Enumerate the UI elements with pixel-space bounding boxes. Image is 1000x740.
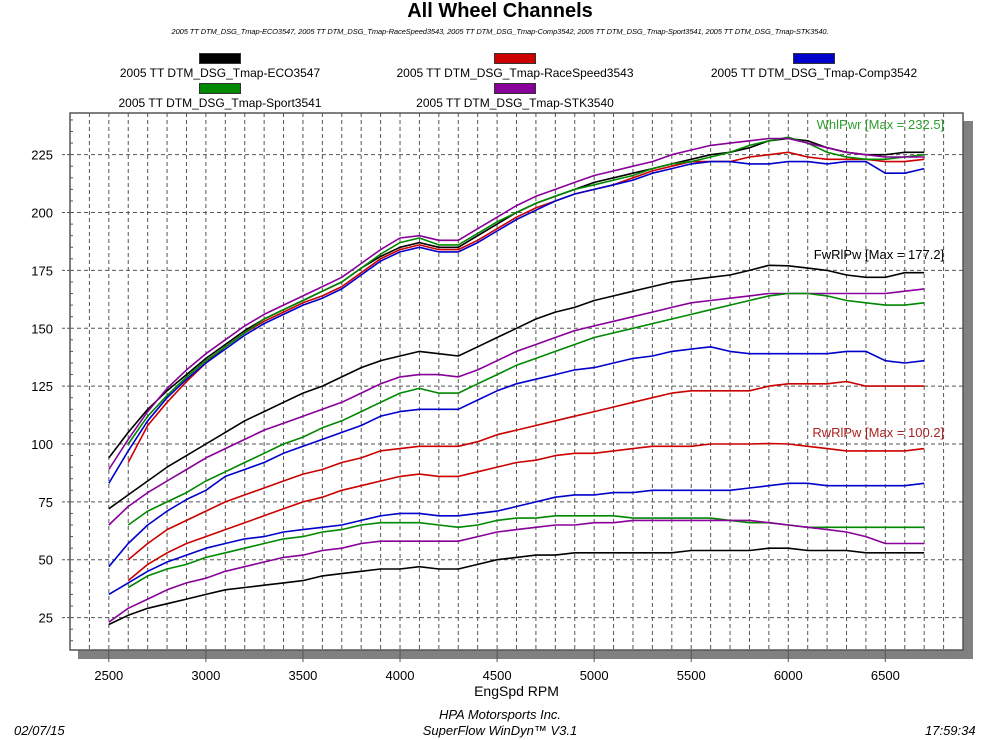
x-tick-label: 4500 [483,668,512,683]
legend-item-eco3547: 2005 TT DTM_DSG_Tmap-ECO3547 [90,53,350,80]
series-line-eco3547-fwrlpw [108,264,925,510]
x-tick-label: 5500 [677,668,706,683]
legend-label: 2005 TT DTM_DSG_Tmap-RaceSpeed3543 [396,66,634,80]
series-line-comp3542-fwrlpw [108,345,925,568]
series-line-comp3542-rwrlpw [108,482,925,596]
x-tick-label: 2500 [94,668,123,683]
axes: 25 50 75 100 125 150 175 200 225 2500 3000 3500 4000… [31,112,964,699]
series-line-eco3547-rwrlpw [108,547,925,626]
x-tick-label: 4000 [386,668,415,683]
chart-title: All Wheel Channels [407,0,593,22]
x-axis-label: EngSpd RPM [474,683,559,699]
series-line-racespeed3543-fwrlpw [127,380,925,561]
legend-item-comp3542: 2005 TT DTM_DSG_Tmap-Comp3542 [684,53,944,80]
legend-item-racespeed3543: 2005 TT DTM_DSG_Tmap-RaceSpeed3543 [385,53,645,80]
plot-shadow-bottom [78,650,971,659]
y-tick-label: 50 [39,553,53,568]
plot-border [69,112,964,651]
series-lines [108,136,925,626]
series-line-sport3541-fwrlpw [127,292,925,526]
y-tick-label: 100 [31,437,53,452]
legend-label: 2005 TT DTM_DSG_Tmap-Comp3542 [710,66,918,80]
legend-swatch [494,53,536,64]
y-tick-label: 25 [39,611,53,626]
series-line-sport3541-whlpwr [127,136,925,445]
series-line-stk3540-rwrlpw [108,519,925,623]
x-tick-label: 5000 [580,668,609,683]
legend-swatch [199,83,241,94]
y-tick-label: 75 [39,495,53,510]
legend-label: 2005 TT DTM_DSG_Tmap-STK3540 [416,96,614,110]
y-tick-label: 125 [31,379,53,394]
series-line-racespeed3543-rwrlpw [127,442,925,582]
footer-company: HPA Motorsports Inc. [438,707,562,722]
wheel-power-max-label: WhlPwr [Max = 232.5] [817,117,945,132]
series-line-racespeed3543-whlpwr [127,151,925,463]
footer-time: 17:59:34 [925,723,976,738]
x-tick-label: 6000 [774,668,803,683]
legend-swatch [199,53,241,64]
front-power-max-label: FwRlPw [Max = 177.2] [814,247,944,262]
legend-item-stk3540: 2005 TT DTM_DSG_Tmap-STK3540 [385,83,645,110]
chart-subtitle: 2005 TT DTM_DSG_Tmap-ECO3547, 2005 TT DT… [171,27,829,36]
y-tick-label: 175 [31,263,53,278]
grid [70,113,973,659]
footer-software: SuperFlow WinDyn™ V3.1 [422,723,578,738]
series-line-stk3540-whlpwr [108,137,925,470]
series-line-comp3542-whlpwr [108,160,925,484]
legend-label: 2005 TT DTM_DSG_Tmap-Sport3541 [118,96,322,110]
plot-shadow-right [963,121,973,659]
x-tick-label: 6500 [871,668,900,683]
annotations: WhlPwr [Max = 232.5] FwRlPw [Max = 177.2]… [812,117,944,440]
legend-item-sport3541: 2005 TT DTM_DSG_Tmap-Sport3541 [90,83,350,110]
x-tick-label: 3500 [288,668,317,683]
y-tick-label: 150 [31,321,53,336]
y-tick-label: 200 [31,206,53,221]
x-tick-label: 3000 [191,668,220,683]
legend-swatch [793,53,835,64]
legend-label: 2005 TT DTM_DSG_Tmap-ECO3547 [119,66,321,80]
legend-swatch [494,83,536,94]
y-tick-label: 225 [31,148,53,163]
rear-power-max-label: RwRlPw [Max = 100.2] [812,425,944,440]
footer-date: 02/07/15 [14,723,65,738]
